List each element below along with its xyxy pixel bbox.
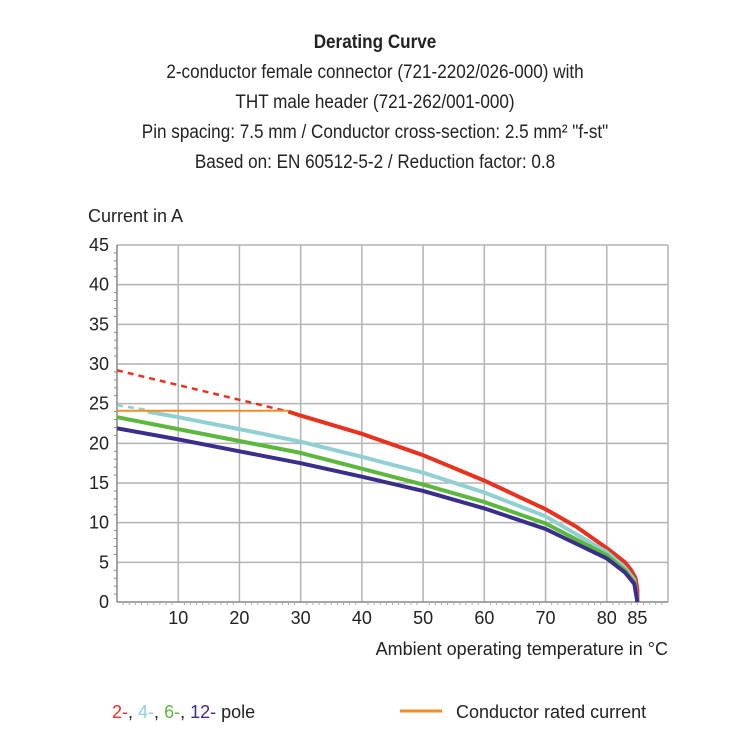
chart-subtitle-1: 2-conductor female connector (721-2202/0… [166,62,584,83]
x-tick-label: 30 [291,608,311,628]
y-tick-label: 10 [89,513,109,533]
series-line-0 [287,409,640,602]
legend-rated-label: Conductor rated current [456,702,646,722]
legend-2-pole: 2- [112,702,128,722]
x-tick-label: 60 [474,608,494,628]
y-tick-label: 40 [89,275,109,295]
x-tick-label: 10 [168,608,188,628]
series-dashed-0 [116,369,289,413]
y-tick-label: 5 [99,552,109,572]
x-tick-label: 85 [627,608,647,628]
x-tick-label: 70 [536,608,556,628]
series-dashed-1 [116,404,148,412]
y-tick-label: 30 [89,354,109,374]
y-axis-label: Current in A [88,206,183,226]
legend-poles: 2-, 4-, 6-, 12- pole [112,702,255,722]
y-tick-label: 45 [89,235,109,255]
chart-subtitle-3: Pin spacing: 7.5 mm / Conductor cross-se… [141,122,609,143]
y-tick-label: 25 [89,394,109,414]
series-line-3 [116,426,640,603]
legend-6-pole: 6- [164,702,180,722]
x-axis-label: Ambient operating temperature in °C [376,639,668,659]
x-tick-label: 50 [413,608,433,628]
x-tick-label: 80 [597,608,617,628]
y-tick-label: 35 [89,314,109,334]
chart-subtitle-2: THT male header (721-262/001-000) [235,92,515,113]
legend-12-pole: 12- [190,702,216,722]
legend: 2-, 4-, 6-, 12- pole Conductor rated cur… [112,702,646,722]
series-line-2 [116,415,640,603]
x-tick-label: 40 [352,608,372,628]
x-tick-label: 20 [229,608,249,628]
y-tick-label: 20 [89,433,109,453]
y-tick-label: 15 [89,473,109,493]
legend-4-pole: 4- [138,702,154,722]
y-tick-label: 0 [99,592,109,612]
legend-pole-suffix: pole [221,702,255,722]
chart-subtitle-4: Based on: EN 60512-5-2 / Reduction facto… [194,152,556,173]
series-line-1 [147,409,640,603]
chart-title: Derating Curve [313,32,437,53]
